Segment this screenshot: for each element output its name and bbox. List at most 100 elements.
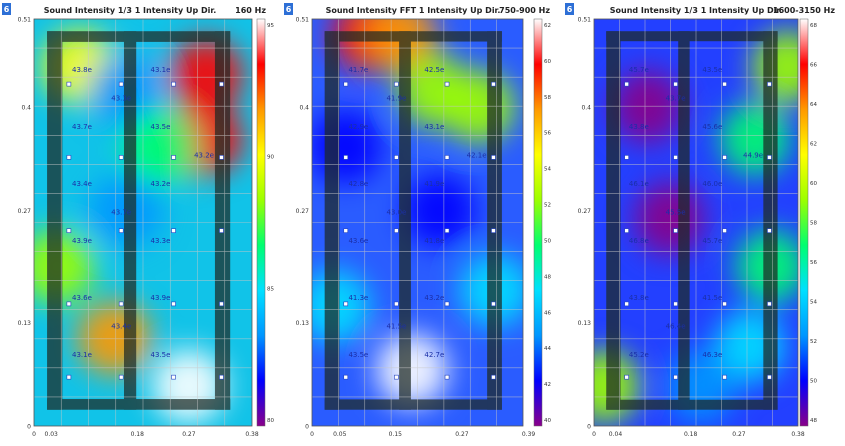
chart-panel-3: 6 Sound Intensity 1/3 1 Intensity Up Dir.… bbox=[563, 0, 845, 446]
point-value-label: 41.5e bbox=[702, 294, 722, 302]
measurement-point bbox=[624, 155, 629, 160]
scale-tick-label: 50 bbox=[810, 379, 817, 385]
measurement-point bbox=[219, 374, 224, 380]
x-tick-label: 0.38 bbox=[245, 431, 259, 438]
heatmap-grid bbox=[312, 19, 523, 426]
point-value-label: 43.5e bbox=[348, 351, 368, 359]
point-value-label: 43.6e bbox=[72, 294, 92, 302]
measurement-point bbox=[767, 301, 772, 307]
measurement-point bbox=[66, 155, 72, 160]
point-value-label: 43.5e bbox=[150, 351, 170, 359]
chart-title: Sound Intensity FFT 1 Intensity Up Dir. bbox=[326, 6, 501, 15]
scale-tick-label: 56 bbox=[544, 131, 551, 137]
point-value-label: 41.9e bbox=[424, 180, 444, 188]
measurement-point bbox=[171, 228, 176, 233]
point-value-label: 41.8e bbox=[424, 237, 444, 245]
y-tick-label: 0.27 bbox=[578, 208, 592, 215]
scale-tick-label: 85 bbox=[267, 286, 274, 292]
measurement-point bbox=[394, 301, 399, 307]
y-tick-label: 0.4 bbox=[21, 104, 31, 111]
point-value-label: 43.2e bbox=[424, 294, 444, 302]
measurement-point bbox=[673, 301, 678, 307]
measurement-point bbox=[394, 228, 399, 233]
measurement-point bbox=[394, 155, 399, 160]
test-object-frame bbox=[606, 31, 778, 410]
x-tick-label: 0.18 bbox=[684, 431, 698, 438]
y-tick-label: 0.27 bbox=[296, 208, 310, 215]
scale-tick-label: 46 bbox=[544, 310, 551, 316]
point-value-label: 43.6e bbox=[348, 237, 368, 245]
y-tick-label: 0.4 bbox=[299, 104, 309, 111]
point-value-label: 43.7e bbox=[72, 123, 92, 131]
plot-border bbox=[593, 18, 799, 427]
measurement-point bbox=[767, 155, 772, 160]
point-value-label: 43.3e bbox=[150, 237, 170, 245]
scale-tick-label: 60 bbox=[544, 59, 551, 65]
scale-tick-label: 64 bbox=[810, 102, 817, 108]
measurement-point bbox=[722, 228, 727, 233]
chart-title: Sound Intensity 1/3 1 Intensity Up Dir. bbox=[610, 6, 782, 15]
measurement-point bbox=[118, 81, 124, 87]
measurement-point bbox=[66, 228, 72, 233]
measurement-point bbox=[673, 155, 678, 160]
point-value-label: 42.7e bbox=[424, 351, 444, 359]
panel-badge bbox=[2, 3, 11, 15]
chart-panel-2: 6 Sound Intensity FFT 1 Intensity Up Dir.… bbox=[282, 0, 560, 446]
point-value-label: 41.5e bbox=[386, 322, 406, 330]
heatmap-hotspot bbox=[403, 173, 476, 248]
point-value-label: 43.5e bbox=[150, 123, 170, 131]
point-value-label: 42.9e bbox=[348, 123, 368, 131]
scale-tick-label: 68 bbox=[810, 23, 817, 29]
point-value-label: 43.9e bbox=[72, 237, 92, 245]
y-tick-label: 0.13 bbox=[18, 320, 32, 327]
heatmap-hotspot bbox=[613, 70, 683, 144]
x-tick-label: 0.27 bbox=[182, 431, 196, 438]
scale-tick-label: 62 bbox=[810, 142, 817, 148]
point-value-label: 43.1e bbox=[72, 351, 92, 359]
heatmap-grid bbox=[594, 19, 798, 426]
point-value-label: 46.8e bbox=[629, 237, 649, 245]
scale-tick-label: 50 bbox=[544, 238, 551, 244]
x-tick-label: 0.05 bbox=[333, 431, 347, 438]
color-scale-bar bbox=[256, 18, 266, 427]
point-value-label: 43.8e bbox=[629, 123, 649, 131]
frequency-band-label: 1600-3150 Hz bbox=[773, 6, 835, 15]
point-value-label: 43.9e bbox=[150, 294, 170, 302]
measurement-point bbox=[66, 301, 72, 307]
color-scale-bar bbox=[533, 18, 543, 427]
scale-tick-label: 95 bbox=[267, 23, 274, 29]
plot-border bbox=[311, 18, 524, 427]
measurement-point bbox=[673, 81, 678, 87]
point-value-label: 41.3e bbox=[348, 294, 368, 302]
scale-tick-label: 58 bbox=[810, 221, 817, 227]
point-value-label: 43.1e bbox=[150, 66, 170, 74]
measurement-point bbox=[343, 81, 349, 87]
point-value-label: 43.8e bbox=[629, 294, 649, 302]
measurement-point bbox=[343, 228, 349, 233]
heatmap-hotspot bbox=[594, 349, 640, 423]
y-tick-label: 0.27 bbox=[18, 208, 32, 215]
y-tick-label: 0.51 bbox=[18, 17, 32, 24]
scale-tick-label: 54 bbox=[544, 167, 551, 173]
x-tick-label: 0.18 bbox=[131, 431, 145, 438]
scale-tick-label: 80 bbox=[267, 418, 274, 424]
measurement-point bbox=[444, 374, 450, 380]
point-value-label: 43.5e bbox=[702, 66, 722, 74]
point-value-label: 43.4e bbox=[72, 180, 92, 188]
point-value-label: 43.2e bbox=[150, 180, 170, 188]
panel-badge bbox=[565, 3, 574, 15]
measurement-point bbox=[673, 228, 678, 233]
measurement-point bbox=[343, 301, 349, 307]
x-tick-label: 0.03 bbox=[45, 431, 59, 438]
scale-tick-label: 60 bbox=[810, 181, 817, 187]
heatmap-chart-1: 6 Sound Intensity 1/3 1 Intensity Up Dir.… bbox=[2, 3, 274, 438]
scale-tick-label: 90 bbox=[267, 155, 274, 161]
heatmap-hotspot bbox=[169, 38, 244, 112]
x-tick-label: 0.27 bbox=[455, 431, 469, 438]
measurement-point bbox=[66, 374, 72, 380]
point-value-label: 42.1e bbox=[467, 151, 487, 159]
measurement-point bbox=[767, 228, 772, 233]
measurement-point bbox=[219, 228, 224, 233]
heatmap-hotspot bbox=[442, 70, 515, 144]
point-value-label: 46.0e bbox=[702, 180, 722, 188]
